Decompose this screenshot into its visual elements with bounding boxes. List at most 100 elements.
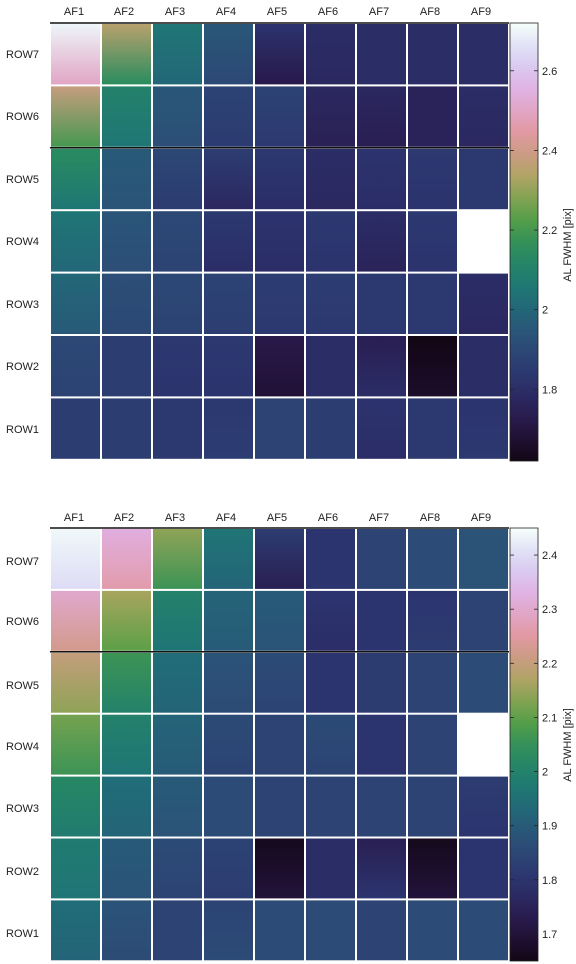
heatmap-cell — [204, 838, 253, 899]
heatmap-cell — [306, 336, 355, 397]
heatmap-cell — [459, 776, 508, 837]
heatmap-cell — [153, 529, 202, 589]
heatmap-cell — [102, 211, 151, 272]
heatmap-cell — [306, 900, 355, 961]
heatmap-cell — [153, 336, 202, 397]
heatmap-cells-top — [50, 22, 509, 459]
heatmap-cell — [459, 652, 508, 713]
heatmap-cell — [204, 398, 253, 459]
heatmap-cell — [153, 398, 202, 459]
heatmap-cell — [153, 838, 202, 899]
heatmap-cell — [459, 838, 508, 899]
colorbar-tick-label: 1.9 — [542, 821, 557, 833]
row-label: ROW1 — [6, 928, 39, 940]
row-label: ROW2 — [6, 866, 39, 878]
heatmap-cell — [102, 273, 151, 334]
col-label: AF1 — [64, 6, 84, 18]
heatmap-cell — [255, 652, 304, 713]
heatmap-cell — [255, 211, 304, 272]
col-label: AF4 — [216, 6, 236, 18]
heatmap-cell — [306, 273, 355, 334]
heatmap-cell — [408, 398, 457, 459]
colorbar-tick-label: 2.4 — [542, 145, 557, 157]
col-label: AF9 — [471, 512, 491, 524]
col-label: AF2 — [114, 512, 134, 524]
heatmap-cell — [255, 590, 304, 651]
heatmap-cell — [255, 776, 304, 837]
heatmap-cell — [357, 529, 406, 589]
heatmap-cell — [102, 148, 151, 210]
heatmap-cell — [459, 86, 508, 147]
heatmap-cell — [51, 529, 100, 589]
heatmap-cell — [459, 398, 508, 459]
heatmap-cell — [306, 24, 355, 85]
heatmap-cell — [51, 336, 100, 397]
heatmap-cell — [459, 590, 508, 651]
row-label: ROW6 — [6, 111, 39, 123]
heatmap-cell — [102, 900, 151, 961]
heatmap-cell — [153, 24, 202, 85]
heatmap-cell — [306, 652, 355, 713]
col-label: AF7 — [369, 6, 389, 18]
col-label: AF9 — [471, 6, 491, 18]
heatmap-cell — [357, 336, 406, 397]
heatmap-cell — [357, 590, 406, 651]
colorbar-tick-label: 2.4 — [542, 550, 557, 562]
row-label: ROW5 — [6, 680, 39, 692]
colorbar-gradient — [509, 527, 539, 962]
row-label: ROW2 — [6, 361, 39, 373]
col-label: AF1 — [64, 512, 84, 524]
row-label: ROW6 — [6, 616, 39, 628]
col-label: AF6 — [318, 6, 338, 18]
heatmap-cell — [357, 838, 406, 899]
heatmap-cell — [204, 211, 253, 272]
heatmap-cell — [408, 838, 457, 899]
heatmap-cell — [51, 211, 100, 272]
row-label: ROW7 — [6, 49, 39, 61]
col-label: AF3 — [165, 512, 185, 524]
heatmap-cell — [459, 24, 508, 85]
heatmap-cell — [102, 714, 151, 775]
heatmap-cell — [153, 211, 202, 272]
heatmap-cell — [204, 148, 253, 210]
heatmap-cell — [51, 714, 100, 775]
heatmap-cell — [459, 900, 508, 961]
heatmap-cell — [357, 211, 406, 272]
heatmap-cell — [357, 900, 406, 961]
col-label: AF8 — [420, 6, 440, 18]
heatmap-cell — [102, 838, 151, 899]
heatmap-cell — [153, 590, 202, 651]
heatmap-cell — [204, 24, 253, 85]
heatmap-cell — [459, 148, 508, 210]
heatmap-cell — [408, 273, 457, 334]
heatmap-cell — [102, 24, 151, 85]
heatmap-cell — [357, 273, 406, 334]
heatmap-cell — [357, 398, 406, 459]
heatmap-cell — [102, 86, 151, 147]
heatmap-cell — [255, 336, 304, 397]
heatmap-cell — [306, 714, 355, 775]
row-labels-top: ROW7 ROW6 ROW5 ROW4 ROW3 ROW2 ROW1 — [6, 49, 39, 436]
heatmap-cell — [51, 148, 100, 210]
heatmap-cell — [153, 776, 202, 837]
col-label: AF3 — [165, 6, 185, 18]
row-label: ROW3 — [6, 803, 39, 815]
heatmap-cell — [408, 590, 457, 651]
heatmap-cell — [255, 838, 304, 899]
colorbar-tick-label: 1.8 — [542, 875, 557, 887]
heatmap-cell — [408, 714, 457, 775]
heatmap-cell — [306, 148, 355, 210]
colorbar-tick-label: 2.2 — [542, 658, 557, 670]
heatmap-cell — [204, 652, 253, 713]
heatmap-cell — [408, 148, 457, 210]
heatmap-cell — [102, 529, 151, 589]
heatmap-cell — [255, 24, 304, 85]
colorbar-tick-label: 2.1 — [542, 712, 557, 724]
col-label: AF6 — [318, 512, 338, 524]
heatmap-cell — [408, 776, 457, 837]
heatmap-cell — [51, 24, 100, 85]
heatmap-cell — [255, 529, 304, 589]
heatmap-cell — [255, 86, 304, 147]
col-label: AF5 — [267, 512, 287, 524]
